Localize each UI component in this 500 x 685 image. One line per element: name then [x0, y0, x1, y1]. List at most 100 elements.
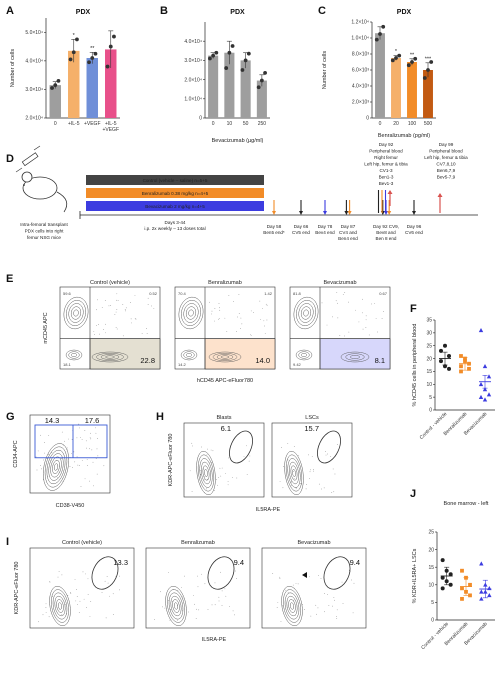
x-tick-label: 50	[243, 121, 249, 127]
event-dot	[301, 483, 303, 485]
event-label: Ben 8 end	[376, 236, 397, 241]
mouse-icon	[21, 171, 68, 213]
event-dot	[323, 487, 325, 489]
event-dot	[358, 321, 360, 323]
y-tick-label: 1.0×10⁴	[351, 36, 369, 42]
event-dot	[86, 447, 87, 449]
data-point	[439, 359, 443, 364]
collection-arrow-head	[387, 190, 393, 194]
event-dot	[250, 334, 251, 336]
data-point	[90, 56, 95, 60]
event-dot	[202, 462, 204, 463]
data-point	[263, 70, 267, 75]
event-dot	[295, 614, 296, 616]
x-tick-label: +VEGF	[102, 127, 119, 133]
syringe-plunger	[33, 145, 41, 151]
event-dot	[96, 299, 98, 301]
event-dot	[279, 578, 281, 579]
mouse-caption: PDX cells into right	[25, 229, 65, 234]
event-dot	[45, 607, 47, 608]
chart-title: PDX	[230, 9, 245, 16]
event-dot	[206, 478, 208, 480]
event-dot	[333, 491, 335, 493]
quadrant-value: 81.8	[293, 291, 302, 296]
event-dot	[104, 300, 106, 301]
flow-title: LSCs	[305, 415, 319, 421]
event-dot	[229, 606, 230, 607]
event-dot	[225, 473, 226, 475]
event-dot	[220, 571, 222, 573]
data-point	[227, 50, 232, 55]
event-dot	[105, 332, 106, 334]
contour-line	[208, 351, 242, 363]
treatment-bar	[86, 188, 264, 198]
event-dot	[70, 593, 72, 594]
event-dot	[243, 456, 245, 457]
event-dot	[45, 603, 47, 605]
event-dot	[348, 569, 350, 571]
flow-title: Bevacizumab	[323, 280, 356, 286]
event-dot	[124, 309, 126, 310]
event-dot	[337, 317, 339, 319]
event-dot	[211, 310, 213, 312]
contour-line	[65, 349, 83, 361]
flow-title: Blasts	[217, 415, 232, 421]
contour-line	[172, 599, 180, 613]
event-dot	[321, 488, 322, 490]
contour-line	[199, 458, 213, 488]
event-dot	[110, 305, 112, 306]
bar	[105, 49, 117, 118]
bar	[86, 58, 98, 118]
y-tick-label: 5.0×10⁴	[25, 30, 43, 36]
y-tick-label: 2.0×10⁴	[25, 116, 43, 122]
data-point	[486, 374, 492, 379]
y-axis-label: Number of cells	[322, 51, 328, 89]
event-dot	[218, 318, 219, 320]
contour-line	[58, 602, 62, 610]
event-dot	[250, 310, 252, 312]
y-tick-label: 10	[426, 382, 432, 388]
event-dot	[365, 315, 367, 317]
event-dot	[141, 332, 143, 334]
contour-line	[68, 303, 84, 323]
panel-letter: G	[6, 411, 15, 423]
event-dot	[266, 319, 268, 321]
y-tick-label: 0	[431, 618, 434, 624]
event-dot	[101, 307, 103, 308]
data-point	[214, 50, 219, 55]
event-dot	[375, 317, 377, 319]
contour-line	[298, 351, 310, 359]
y-tick-label: 3.0×10⁴	[25, 87, 43, 93]
data-point	[246, 51, 251, 56]
event-dot	[57, 477, 58, 479]
event-label: Day 66	[294, 224, 309, 229]
y-tick-label: 15	[426, 369, 432, 375]
y-tick-label: 1.2×10⁴	[351, 20, 369, 26]
event-dot	[292, 584, 294, 586]
contour-line	[289, 461, 299, 485]
event-dot	[78, 423, 80, 425]
event-dot	[293, 599, 295, 601]
event-dot	[81, 460, 83, 461]
event-dot	[160, 591, 161, 593]
event-dot	[297, 583, 299, 585]
event-dot	[331, 492, 333, 493]
end-arrow-head	[299, 211, 303, 215]
event-dot	[122, 335, 124, 337]
event-dot	[211, 461, 213, 463]
event-dot	[189, 470, 191, 472]
event-dot	[61, 614, 63, 616]
data-point	[68, 57, 73, 62]
event-dot	[371, 303, 372, 305]
event-dot	[62, 480, 64, 482]
event-dot	[208, 301, 210, 303]
event-dot	[194, 603, 195, 605]
mouse-ear	[21, 171, 33, 183]
bar	[375, 33, 385, 119]
contour-line	[281, 586, 303, 626]
contour-line	[44, 446, 68, 488]
event-dot	[214, 604, 216, 606]
y-tick-label: 0	[429, 408, 432, 414]
event-dot	[86, 465, 88, 466]
event-dot	[336, 615, 337, 617]
